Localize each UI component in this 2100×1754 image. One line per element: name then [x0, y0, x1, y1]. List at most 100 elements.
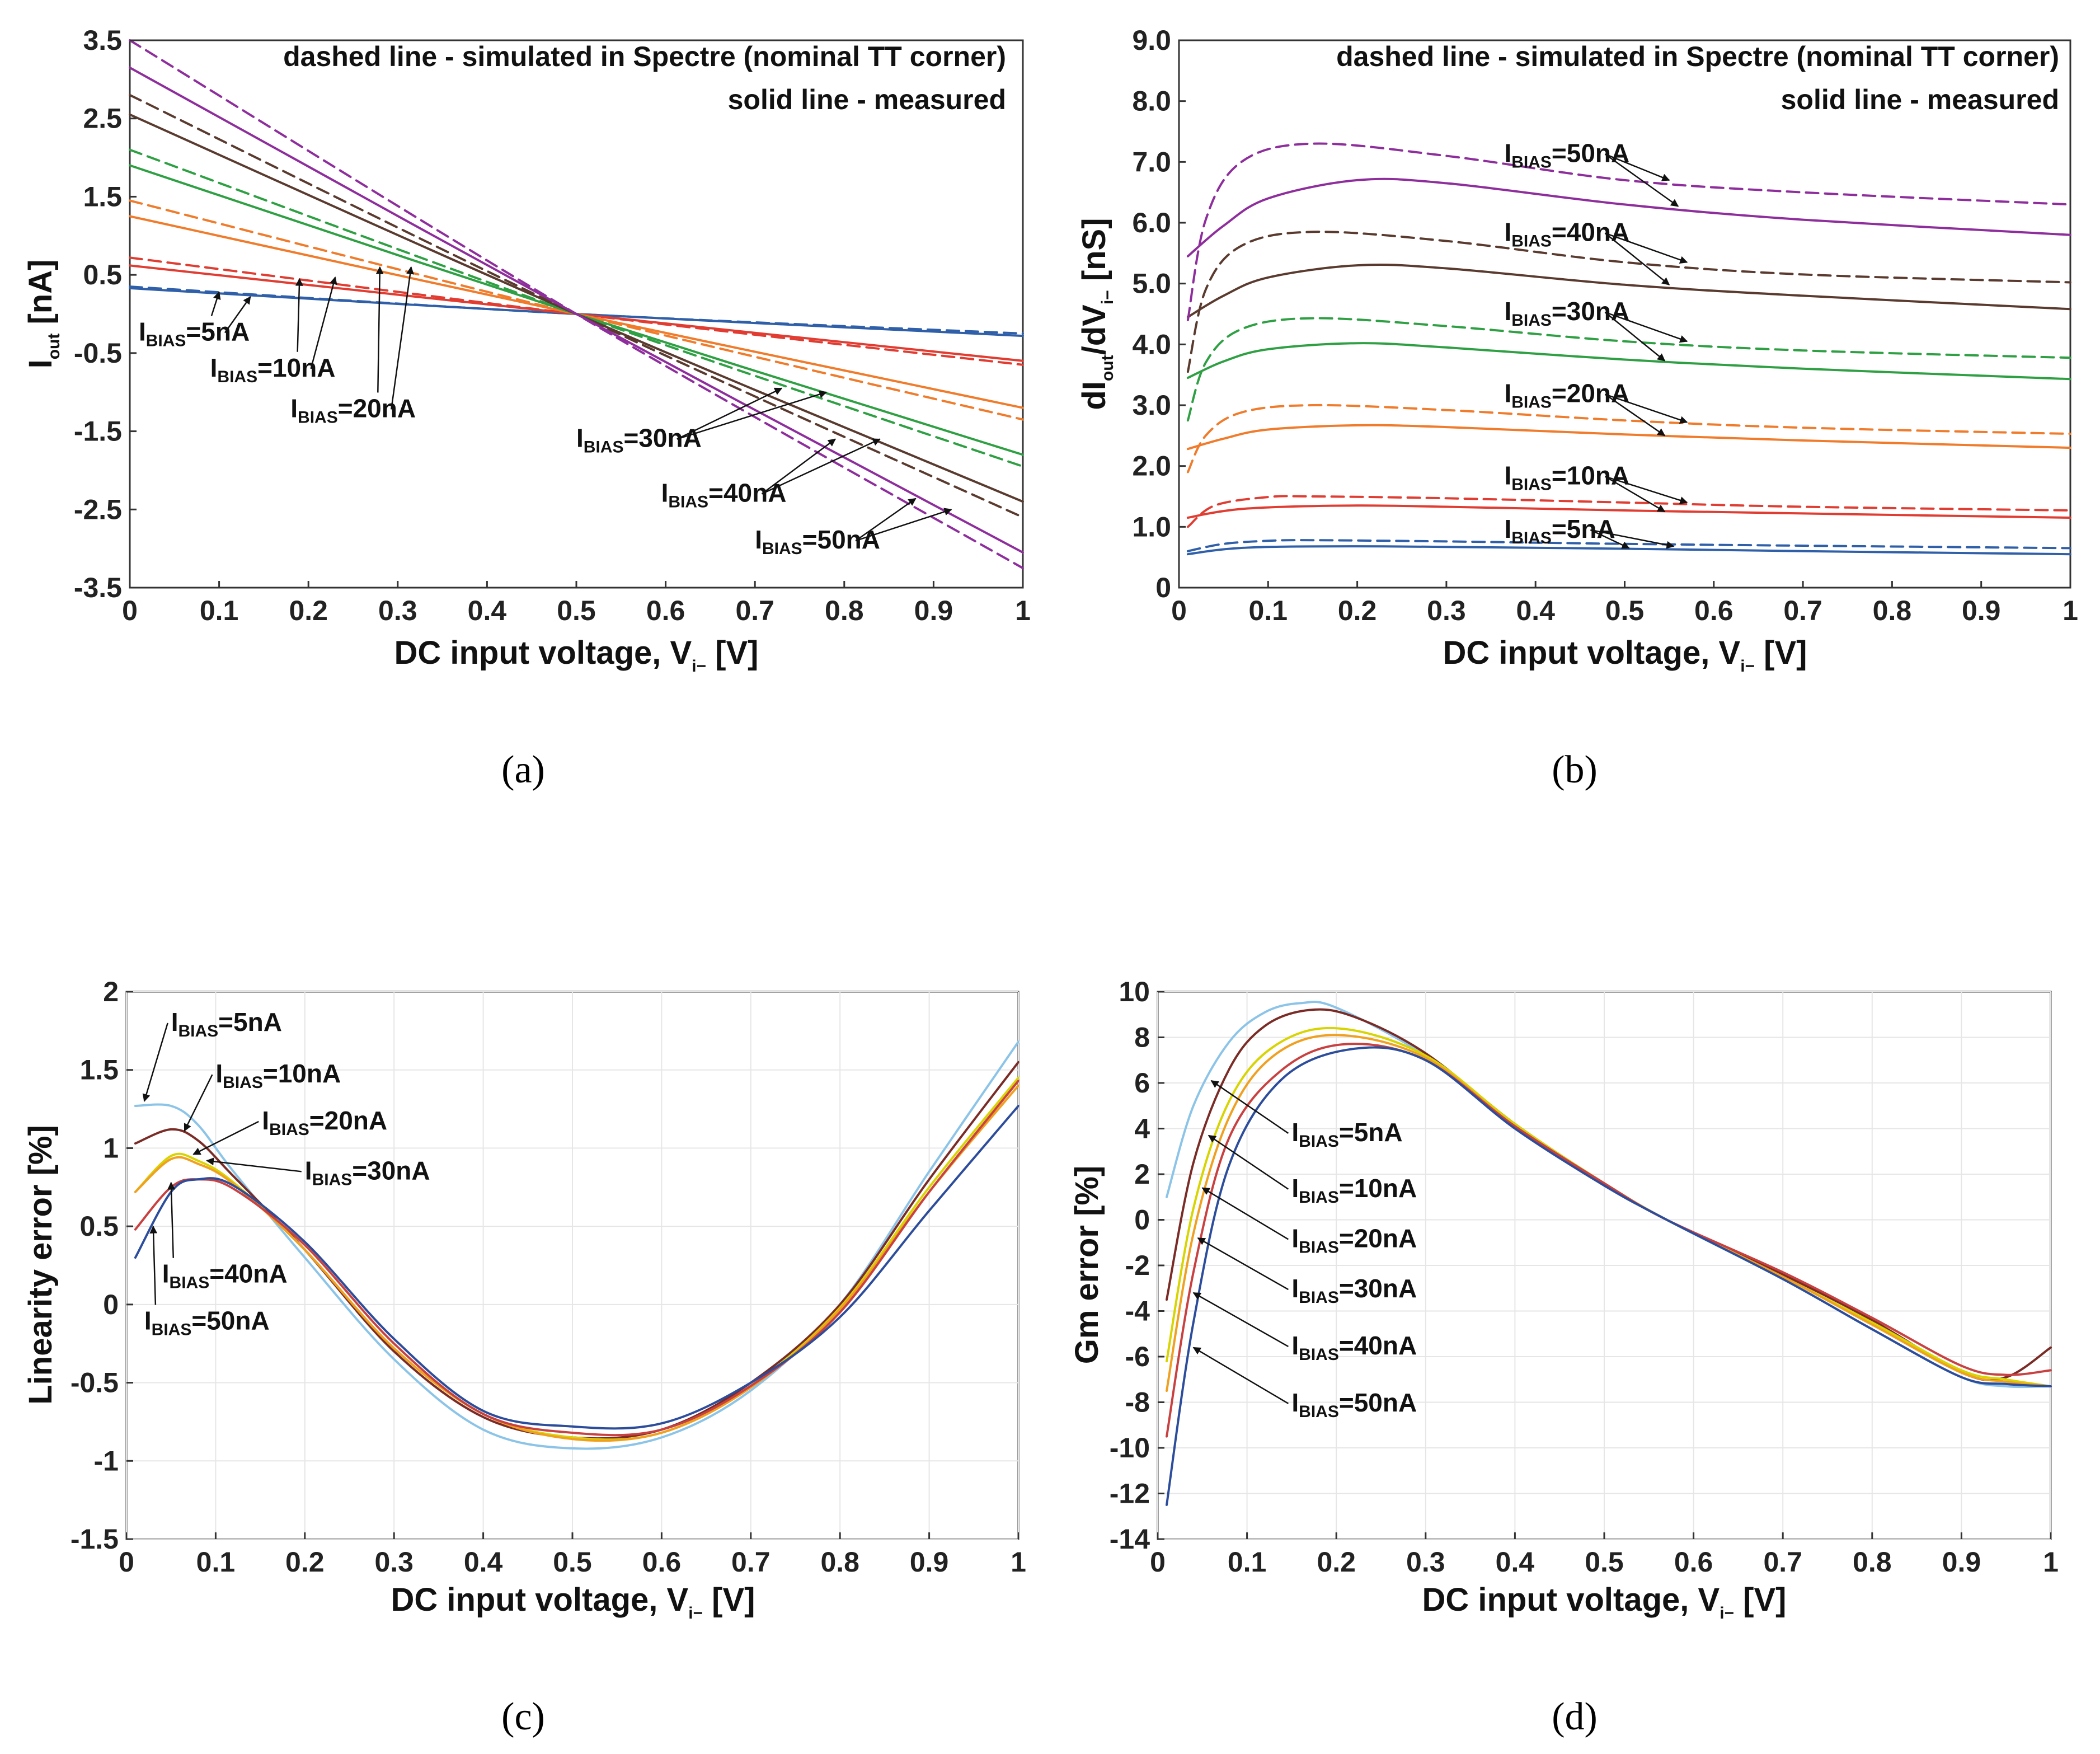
x-tick-label: 0.1: [196, 1546, 236, 1578]
x-tick-label: 0.8: [825, 595, 864, 626]
x-tick-labels: 0 0.1 0.2 0.3 0.4 0.5 0.6 0.7 0.8 0.9 1: [122, 581, 1031, 626]
x-tick-label: 0.3: [1406, 1546, 1445, 1578]
series-label: IBIAS=30nA: [576, 424, 702, 457]
y-tick-label: -14: [1110, 1523, 1150, 1555]
series-label: IBIAS=20nA: [262, 1106, 387, 1139]
x-axis-label: DC input voltage, Vi− [V]: [394, 635, 759, 676]
annotation-arrow: [149, 1225, 158, 1305]
x-tick-label: 0: [119, 1546, 134, 1578]
series-annotations: IBIAS=5nA IBIAS=10nA IBIAS=20nA IBIAS=30nA I…: [142, 1007, 430, 1339]
y-tick-label: 2.5: [83, 103, 122, 134]
annotation-arrow: [224, 296, 251, 334]
grid-lines: [126, 991, 1019, 1540]
x-tick-label: 0.4: [468, 595, 507, 626]
x-tick-label: 0.3: [378, 595, 417, 626]
x-tick-label: 0.2: [1317, 1546, 1356, 1578]
y-tick-label: 8: [1134, 1022, 1150, 1053]
series-group: [134, 1040, 1020, 1450]
x-tick-label: 0.4: [1496, 1546, 1535, 1578]
x-tick-label: 0.6: [1674, 1546, 1713, 1578]
x-tick-label: 0.1: [1228, 1546, 1267, 1578]
panel-b-chart: 0 0.1 0.2 0.3 0.4 0.5 0.6 0.7 0.8 0.9 1 9.0 8.0 7.0 6…: [1076, 25, 2078, 791]
annotation-arrow: [1590, 529, 1630, 549]
annotation-arrow: [1605, 393, 1688, 424]
y-tick-label: 3.0: [1132, 390, 1171, 421]
x-tick-label: 0.6: [642, 1546, 682, 1578]
x-tick-label: 0.4: [464, 1546, 503, 1578]
annotation-arrow: [206, 1157, 302, 1173]
annotation-arrow: [1604, 153, 1679, 207]
x-axis-label: DC input voltage, Vi− [V]: [1443, 635, 1807, 676]
y-tick-labels: 2 1.5 1 0.5 0 -0.5 -1 -1.5: [71, 976, 133, 1555]
x-tick-label: 0.7: [1783, 595, 1822, 626]
annotation-arrow: [1604, 232, 1670, 285]
panel-caption: (b): [1552, 748, 1598, 791]
annotation-arrow: [192, 1120, 259, 1155]
series-group: [129, 39, 1024, 570]
annotation-arrow: [375, 266, 384, 393]
x-tick-label: 0.1: [200, 595, 239, 626]
annotation-arrow: [1604, 476, 1666, 513]
series-line: [1186, 404, 2071, 473]
y-tick-label: -12: [1110, 1478, 1150, 1509]
x-tick-labels: 0 0.1 0.2 0.3 0.4 0.5 0.6 0.7 0.8 0.9 1: [1171, 581, 2078, 626]
series-line: [1166, 1043, 2052, 1438]
plot-frame: [1178, 39, 2071, 589]
x-tick-label: 0.6: [1694, 595, 1733, 626]
x-axis-label: DC input voltage, Vi− [V]: [1422, 1582, 1787, 1622]
annotation-arrow: [676, 387, 783, 440]
x-tick-label: 0.3: [374, 1546, 414, 1578]
series-line: [134, 1105, 1020, 1430]
y-tick-label: -3.5: [74, 572, 122, 603]
series-label: IBIAS=20nA: [1291, 1223, 1417, 1256]
annotation-arrow: [1210, 1080, 1289, 1134]
x-tick-label: 0.1: [1249, 595, 1288, 626]
y-tick-label: 8.0: [1132, 86, 1171, 117]
series-line: [1186, 342, 2071, 381]
y-tick-label: 2.0: [1132, 451, 1171, 482]
y-tick-labels: 9.0 8.0 7.0 6.0 5.0 4.0 3.0 2.0 1.0 0: [1132, 25, 1186, 603]
x-tick-label: 0: [1150, 1546, 1166, 1578]
x-tick-label: 0.7: [735, 595, 774, 626]
x-axis-label: DC input voltage, Vi− [V]: [391, 1582, 755, 1622]
series-line: [1186, 231, 2071, 373]
y-tick-label: -6: [1125, 1341, 1150, 1372]
y-tick-label: -8: [1125, 1387, 1150, 1418]
y-tick-label: -1.5: [74, 416, 122, 447]
y-tick-label: -0.5: [74, 337, 122, 369]
note-simulated: dashed line - simulated in Spectre (nomi…: [1336, 41, 2059, 72]
series-line: [1186, 263, 2071, 318]
y-tick-label: 7.0: [1132, 146, 1171, 177]
panel-caption: (a): [501, 748, 545, 791]
series-label: IBIAS=10nA: [1504, 461, 1629, 494]
series-group: [1186, 142, 2071, 556]
x-tick-label: 0.7: [1763, 1546, 1802, 1578]
series-line: [1186, 545, 2071, 556]
annotation-arrow: [1192, 1347, 1289, 1404]
x-tick-label: 0.8: [1873, 595, 1912, 626]
series-label: IBIAS=50nA: [1504, 138, 1629, 171]
x-tick-label: 0.5: [1585, 1546, 1624, 1578]
series-line: [134, 1040, 1020, 1450]
x-tick-label: 0.5: [1605, 595, 1645, 626]
annotation-arrow: [1605, 476, 1688, 504]
annotation-arrow: [184, 1074, 213, 1132]
series-label: IBIAS=50nA: [755, 525, 880, 558]
series-label: IBIAS=30nA: [1291, 1274, 1417, 1307]
series-label: IBIAS=30nA: [1504, 297, 1629, 330]
y-tick-label: 5.0: [1132, 268, 1171, 299]
x-tick-label: 1: [1011, 1546, 1026, 1578]
panel-caption: (d): [1552, 1695, 1598, 1738]
y-tick-label: 1: [103, 1132, 119, 1164]
series-label: IBIAS=20nA: [290, 393, 416, 426]
series-label: IBIAS=10nA: [215, 1059, 341, 1092]
y-tick-label: 4: [1134, 1113, 1150, 1145]
y-tick-label: 10: [1119, 976, 1150, 1007]
y-tick-label: -4: [1125, 1296, 1150, 1327]
series-line: [1166, 1026, 2052, 1387]
y-tick-label: 2: [103, 976, 119, 1007]
panel-caption: (c): [501, 1695, 545, 1738]
y-axis-label: Gm error [%]: [1069, 1166, 1105, 1364]
series-group: [1166, 1001, 2052, 1506]
x-tick-labels: 0 0.1 0.2 0.3 0.4 0.5 0.6 0.7 0.8 0.9 1: [1150, 1532, 2059, 1578]
